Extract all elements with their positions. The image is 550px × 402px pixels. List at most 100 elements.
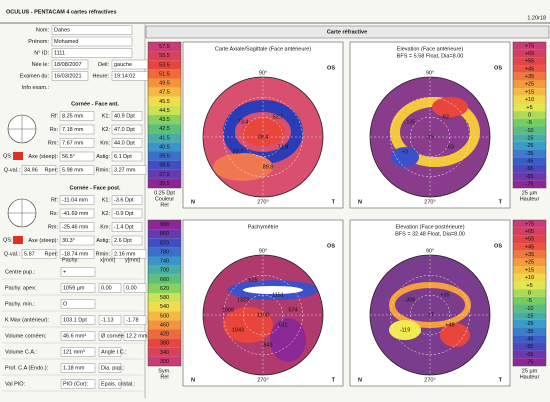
side-label: T [499,199,503,205]
map-value: 52.7 [273,114,284,120]
scale-label: -10 [526,128,534,134]
map-value: 574 [288,307,297,313]
map-header [145,25,550,39]
side-label: T [332,199,336,205]
scale-label: 540 [160,304,169,310]
scale-label: 37.5 [159,172,170,178]
scale-swatch [148,256,181,266]
scale-swatch [148,220,181,230]
scale-swatch [148,105,181,115]
qs-indicator [13,152,23,160]
scale-label: 340 [160,350,169,356]
field-label: Rmin: [96,167,111,173]
map-value: 72.7 [233,149,244,155]
scale-swatch [513,49,546,58]
scale-label: +35 [525,74,534,80]
field-label: K2: [102,127,111,133]
version: 1.20r18 [527,15,546,21]
field-label: Heure: [92,73,109,79]
scale-label: +25 [525,82,534,88]
field-value: 6.1 Dpt [114,154,132,160]
field-value: 16/03/2021 [54,73,82,79]
scale-label: 780 [160,249,169,255]
scale-label: 42.5 [159,126,170,132]
field-label: K2: [102,211,111,217]
table-value: 1059 µm [63,285,85,291]
scale-swatch [148,311,181,321]
field-label: Rmin: [96,251,111,257]
angle-label: 270° [424,199,435,205]
map-value: -119 [400,327,411,333]
value-box [59,208,95,219]
angle-label: 90° [426,248,434,254]
table-value: 0.00 [126,285,137,291]
map-value: 1108 [257,312,269,318]
field-label: Rper: [45,251,59,257]
table-value: O [63,301,68,307]
scale-label: 0 [528,112,531,118]
value-box [98,331,122,341]
value-box [60,347,96,357]
field-label: Astig: [96,154,110,160]
scale-swatch [148,302,181,312]
field-label: Info exam.: [22,85,50,91]
map-title: Elevation (Face postérieure) [395,224,464,230]
angle-label: 270° [257,377,268,383]
scale-label: -75 [526,360,534,366]
scale-footer: Rel [160,202,168,208]
qs-label: QS: [3,153,13,159]
map-region [223,307,273,343]
value-box [111,235,143,246]
scale-label: -25 [526,143,534,149]
scale-swatch [513,296,546,305]
field-value: 5.87 [24,251,35,257]
scale-label: 45.5 [159,99,170,105]
map-value: 1043 [232,327,244,333]
field-label: Rf: [51,197,59,203]
value-box [111,165,147,175]
field-value: 7.67 mm [62,140,84,146]
scale-frame [512,41,547,189]
scale-label: 47.5 [159,90,170,96]
table-value: 121 mm³ [63,349,85,355]
scale-swatch [513,319,546,328]
map-value: -63 [446,144,454,150]
value-box [123,315,147,325]
value-box [60,363,96,373]
map-value: -52 [441,114,449,120]
scale-swatch [513,335,546,343]
scale-label: +55 [525,237,534,243]
value-box [111,124,143,135]
scale-label: 55.5 [159,53,170,59]
scale-label: 0 [528,290,531,296]
scale-frame [512,219,547,367]
value-box [51,71,89,81]
scale-swatch [148,142,181,152]
table-label: K Max (antérieur): [5,317,49,323]
scale-swatch [148,320,181,330]
field-label: Examen du: [20,73,50,79]
scale-label: +75 [525,221,534,227]
scale-swatch [513,172,546,181]
scale-label: 53.5 [159,62,170,68]
scale-label: 460 [160,322,169,328]
scale-swatch [513,220,546,228]
scale-swatch [148,356,181,366]
side-label: N [358,377,362,383]
scale-label: -65 [526,174,534,180]
scale-swatch [148,338,181,348]
field-label: Rm: [48,224,59,230]
value-box [111,111,143,121]
value-box [59,151,95,162]
scale-footer: 0.25 Dpt [154,190,175,196]
value-box [21,249,57,259]
scale-label: -55 [526,166,534,172]
scale-swatch [148,51,181,61]
eye-label: OS [494,65,502,71]
scale-label: 380 [160,341,169,347]
value-box [59,195,95,205]
scale-footer: Couleur [155,196,174,202]
scale-label: 700 [160,268,169,274]
table-label: Pachy. min.: [5,301,35,307]
scale-label: 660 [160,277,169,283]
